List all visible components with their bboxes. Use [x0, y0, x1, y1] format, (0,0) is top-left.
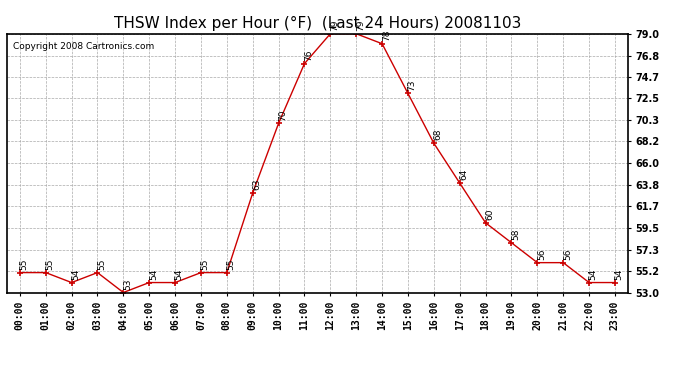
- Text: 56: 56: [563, 248, 572, 260]
- Text: 54: 54: [615, 268, 624, 280]
- Text: 78: 78: [382, 29, 391, 41]
- Text: 79: 79: [356, 20, 365, 31]
- Text: 55: 55: [19, 258, 28, 270]
- Text: 60: 60: [485, 209, 494, 220]
- Text: 79: 79: [330, 20, 339, 31]
- Text: 63: 63: [253, 179, 262, 190]
- Text: 55: 55: [226, 258, 235, 270]
- Text: 55: 55: [46, 258, 55, 270]
- Text: 54: 54: [149, 268, 158, 280]
- Text: 54: 54: [589, 268, 598, 280]
- Text: 53: 53: [123, 278, 132, 290]
- Text: 70: 70: [278, 109, 287, 120]
- Text: 68: 68: [433, 129, 442, 141]
- Text: 58: 58: [511, 228, 520, 240]
- Text: 73: 73: [408, 79, 417, 91]
- Text: 76: 76: [304, 50, 313, 61]
- Text: 54: 54: [175, 268, 184, 280]
- Text: 56: 56: [537, 248, 546, 260]
- Text: 64: 64: [460, 169, 469, 180]
- Text: Copyright 2008 Cartronics.com: Copyright 2008 Cartronics.com: [13, 42, 155, 51]
- Text: 55: 55: [201, 258, 210, 270]
- Text: 55: 55: [97, 258, 106, 270]
- Title: THSW Index per Hour (°F)  (Last 24 Hours) 20081103: THSW Index per Hour (°F) (Last 24 Hours)…: [114, 16, 521, 31]
- Text: 54: 54: [71, 268, 80, 280]
